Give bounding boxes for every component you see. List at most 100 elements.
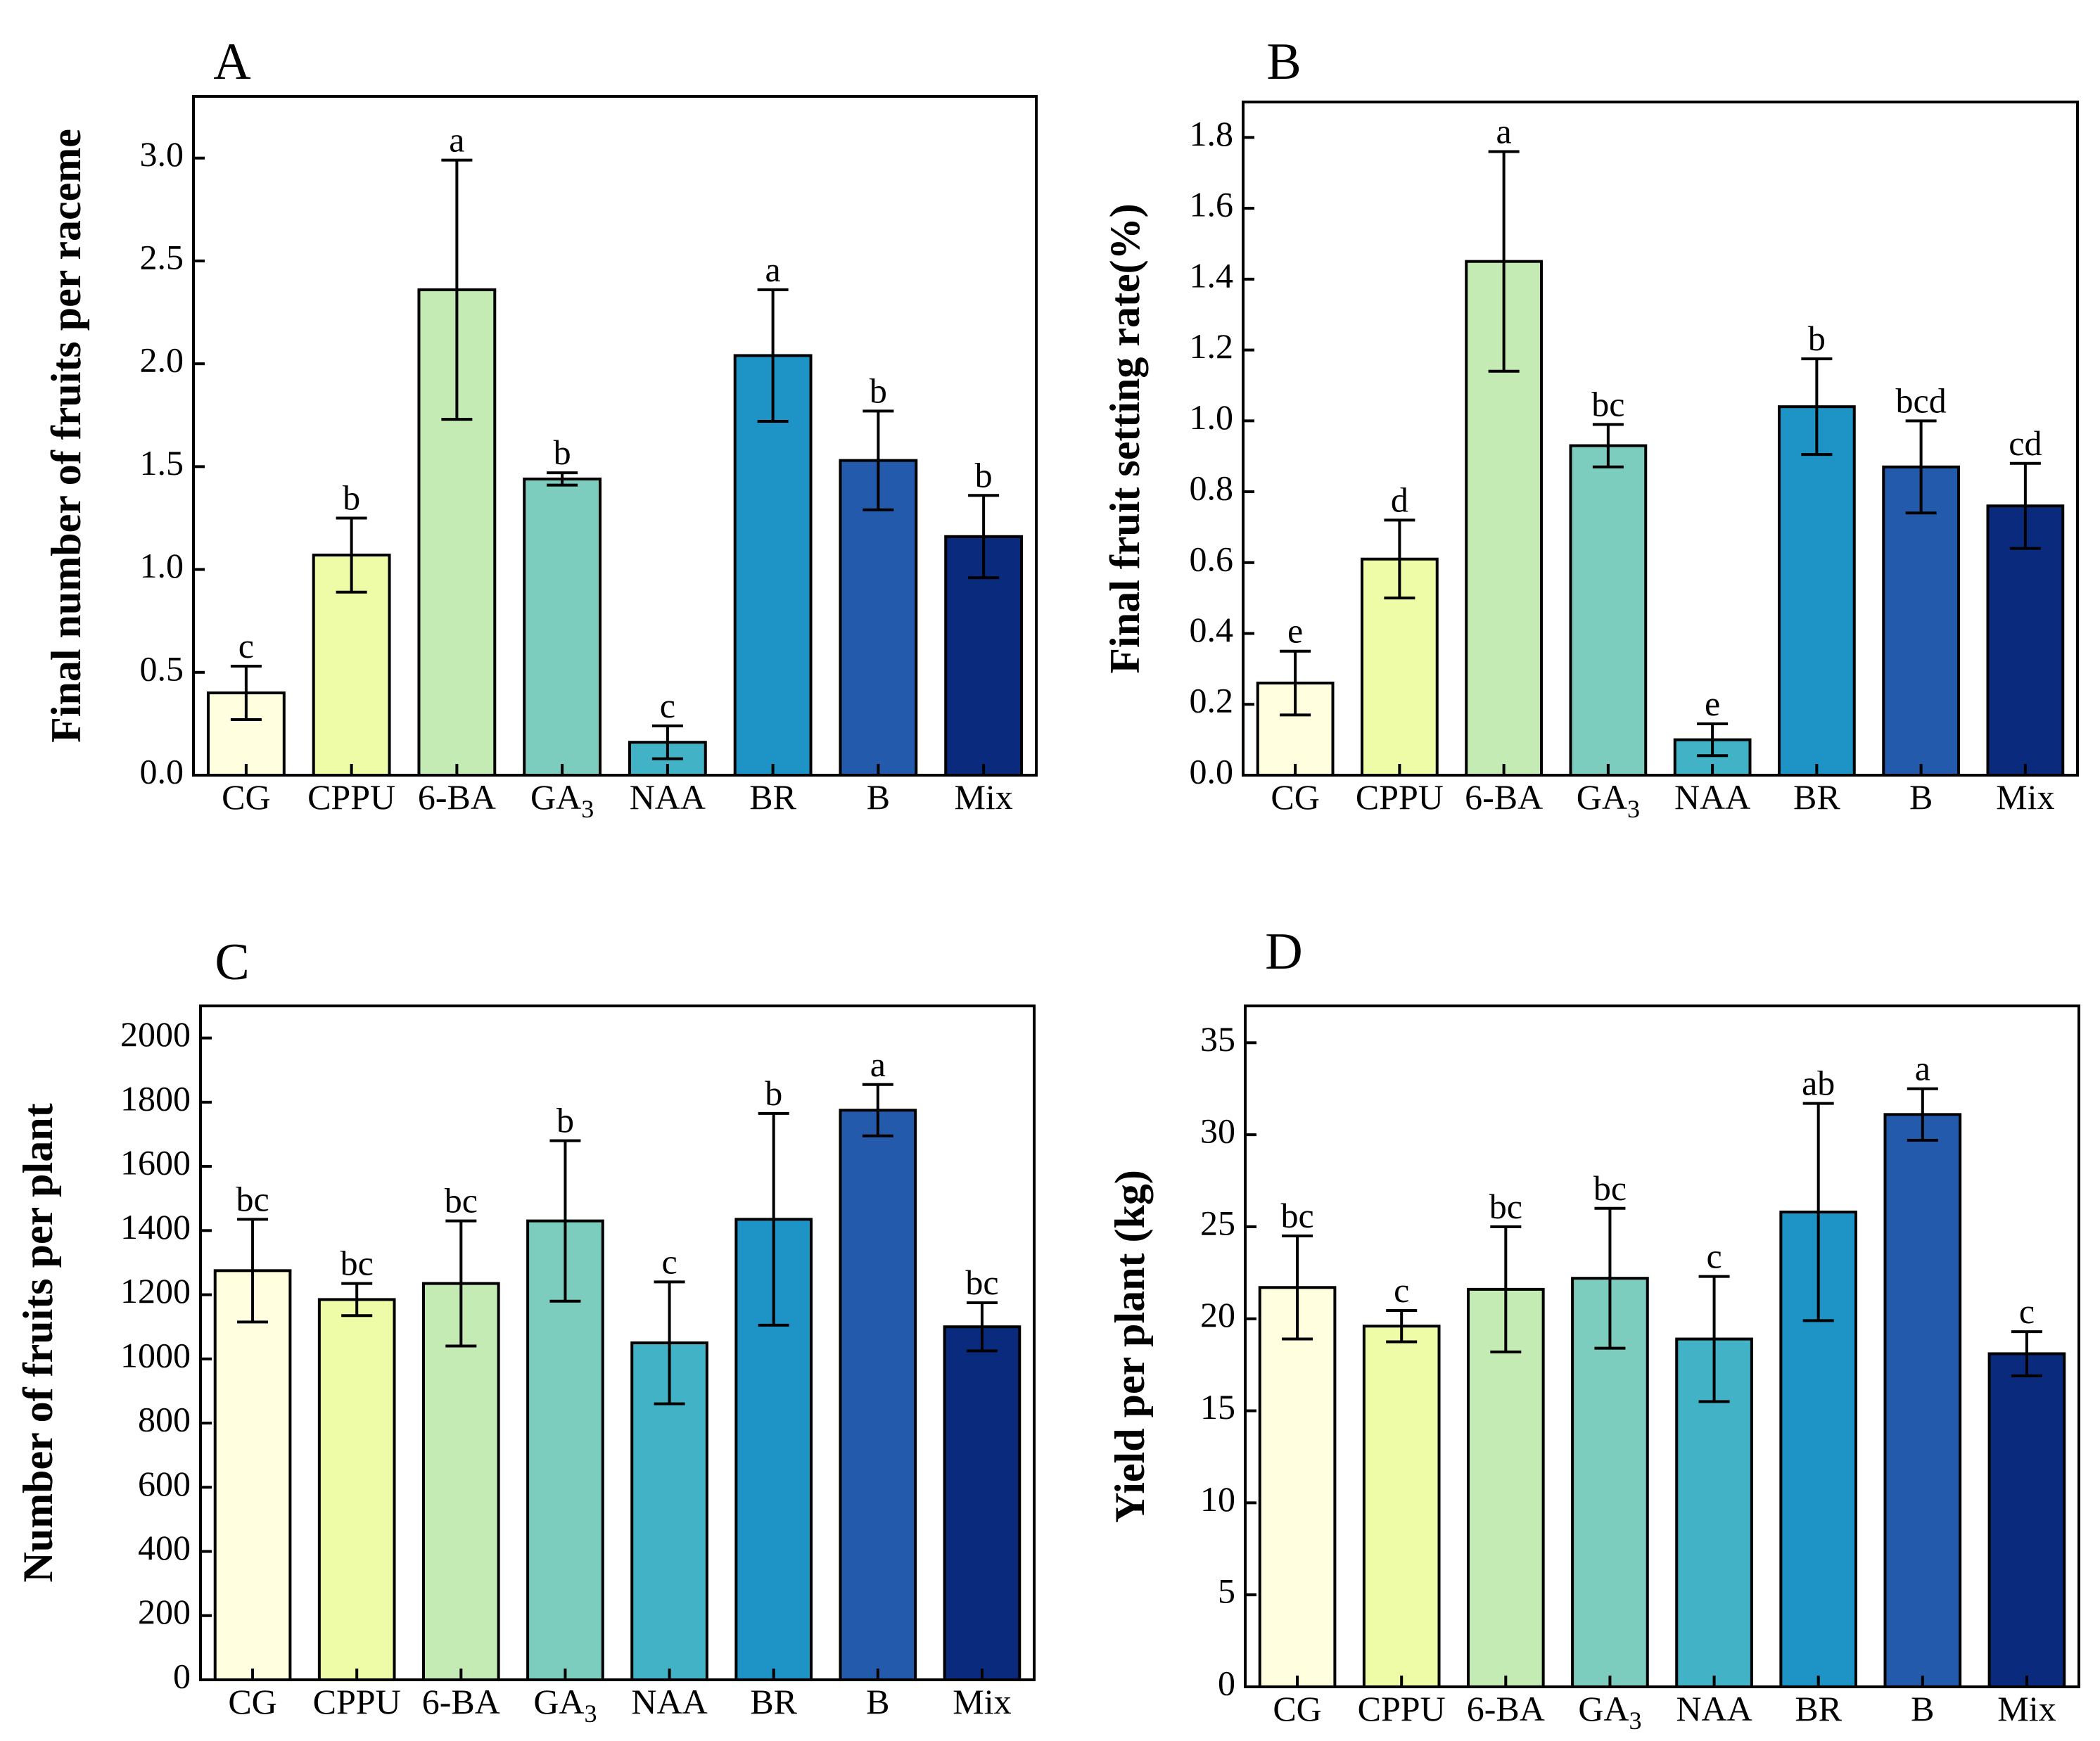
bar-br: [733, 354, 813, 777]
x-tick-label: BR: [750, 1682, 797, 1721]
error-bar: [651, 724, 683, 760]
x-tick-label: CPPU: [313, 1682, 401, 1721]
significance-label: bc: [341, 1244, 374, 1283]
significance-label: b: [975, 455, 993, 495]
y-tick-label: 1800: [120, 1078, 191, 1118]
significance-label: bc: [1280, 1196, 1313, 1235]
error-bar: [1698, 1275, 1730, 1403]
x-tick-label: GA3: [530, 777, 594, 823]
bar-cg: [213, 1269, 292, 1682]
y-tick-label: 30: [1200, 1111, 1235, 1151]
significance-label: b: [343, 478, 360, 517]
significance-label: c: [1706, 1237, 1722, 1276]
y-tick-label: 0.2: [1190, 681, 1234, 720]
significance-label: a: [449, 120, 464, 160]
y-tick-label: 1.2: [1190, 326, 1234, 366]
y-tick-label: 0.5: [140, 649, 184, 688]
y-tick-label: 1.4: [1190, 255, 1234, 295]
x-tick-label: NAA: [1676, 1689, 1752, 1728]
significance-label: a: [1915, 1049, 1930, 1088]
error-bar: [1490, 1225, 1522, 1353]
panel-letter: B: [1266, 33, 1301, 91]
bar-6-ba: [1466, 1287, 1545, 1689]
bar-cppu: [317, 1298, 396, 1681]
x-tick-label: CG: [1271, 777, 1319, 817]
x-tick-label: GA3: [1578, 1689, 1641, 1735]
y-tick-label: 10: [1200, 1479, 1235, 1519]
bar-ga3: [1569, 444, 1648, 777]
y-tick-label: 0.0: [140, 751, 184, 791]
error-bar: [968, 494, 1000, 580]
plot-frame: [192, 95, 1038, 777]
significance-label: c: [238, 626, 254, 665]
panel-letter: A: [213, 33, 250, 91]
error-bar: [654, 1280, 685, 1405]
x-tick-label: 6-BA: [1467, 1689, 1545, 1728]
significance-label: a: [1496, 112, 1512, 151]
x-tick-label: Mix: [953, 1682, 1011, 1721]
panel-letter: D: [1265, 923, 1302, 981]
significance-label: bc: [965, 1263, 998, 1302]
y-axis-label: Final fruit setting rate(%): [1102, 203, 1148, 673]
error-bar: [1907, 1087, 1938, 1142]
significance-label: bc: [236, 1179, 269, 1218]
y-tick-label: 200: [138, 1592, 191, 1631]
error-bar: [1280, 649, 1311, 717]
significance-label: a: [765, 250, 781, 289]
x-tick-label: 6-BA: [422, 1682, 500, 1721]
y-tick-label: 5: [1218, 1571, 1235, 1611]
bar-mix: [943, 1325, 1022, 1681]
x-tick-label: NAA: [630, 777, 706, 817]
x-tick-label: 6-BA: [1465, 777, 1543, 817]
significance-label: e: [1705, 684, 1720, 723]
y-tick-label: 1600: [120, 1143, 191, 1182]
error-bar: [1802, 1102, 1834, 1322]
x-tick-label: Mix: [1997, 1689, 2056, 1728]
y-tick-label: 20: [1200, 1295, 1235, 1334]
bar-b: [839, 1109, 917, 1682]
y-tick-label: 0.6: [1190, 539, 1234, 578]
error-bar: [1697, 722, 1729, 758]
x-tick-label: BR: [1793, 777, 1840, 817]
error-bar: [441, 158, 473, 421]
error-bar: [862, 1083, 893, 1137]
x-tick-label: 6-BA: [418, 777, 496, 817]
significance-label: a: [870, 1045, 886, 1084]
error-bar: [1386, 1308, 1418, 1344]
bar-mix: [1986, 504, 2065, 777]
error-bar: [1905, 419, 1937, 515]
y-tick-label: 15: [1200, 1387, 1235, 1427]
y-tick-label: 800: [138, 1400, 191, 1439]
x-tick-label: NAA: [1674, 777, 1750, 817]
y-tick-label: 1.0: [1190, 397, 1234, 437]
y-tick-label: 1200: [120, 1271, 191, 1310]
y-axis-label: Number of fruits per plant: [15, 1103, 61, 1582]
error-bar: [547, 471, 578, 487]
significance-label: e: [1287, 611, 1303, 651]
significance-label: bcd: [1896, 381, 1947, 420]
error-bar: [757, 288, 789, 423]
panel-a: A Final number of fruits per raceme 0.0 0.5…: [43, 33, 1038, 823]
x-tick-label: CG: [1273, 1689, 1321, 1728]
x-tick-label: B: [1911, 1689, 1934, 1728]
panel-c: C Number of fruits per plant 0 200 400 600 800…: [15, 933, 1036, 1728]
significance-label: c: [2019, 1292, 2035, 1331]
y-tick-label: 1000: [120, 1335, 191, 1375]
y-tick-label: 400: [138, 1528, 191, 1567]
x-tick-label: Mix: [1996, 777, 2054, 817]
significance-label: b: [870, 371, 887, 410]
x-tick-label: B: [867, 777, 890, 817]
bar-cppu: [1362, 1325, 1441, 1689]
y-tick-label: 600: [138, 1464, 191, 1503]
x-tick-label: GA3: [533, 1682, 597, 1728]
x-tick-label: NAA: [631, 1682, 707, 1721]
significance-label: bc: [445, 1181, 478, 1220]
significance-label: c: [660, 686, 675, 725]
error-bar: [341, 1282, 373, 1318]
x-tick-label: B: [1909, 777, 1933, 817]
error-bar: [230, 665, 262, 722]
error-bar: [445, 1219, 477, 1348]
y-tick-label: 0.4: [1190, 610, 1234, 649]
error-bar: [1801, 357, 1833, 457]
